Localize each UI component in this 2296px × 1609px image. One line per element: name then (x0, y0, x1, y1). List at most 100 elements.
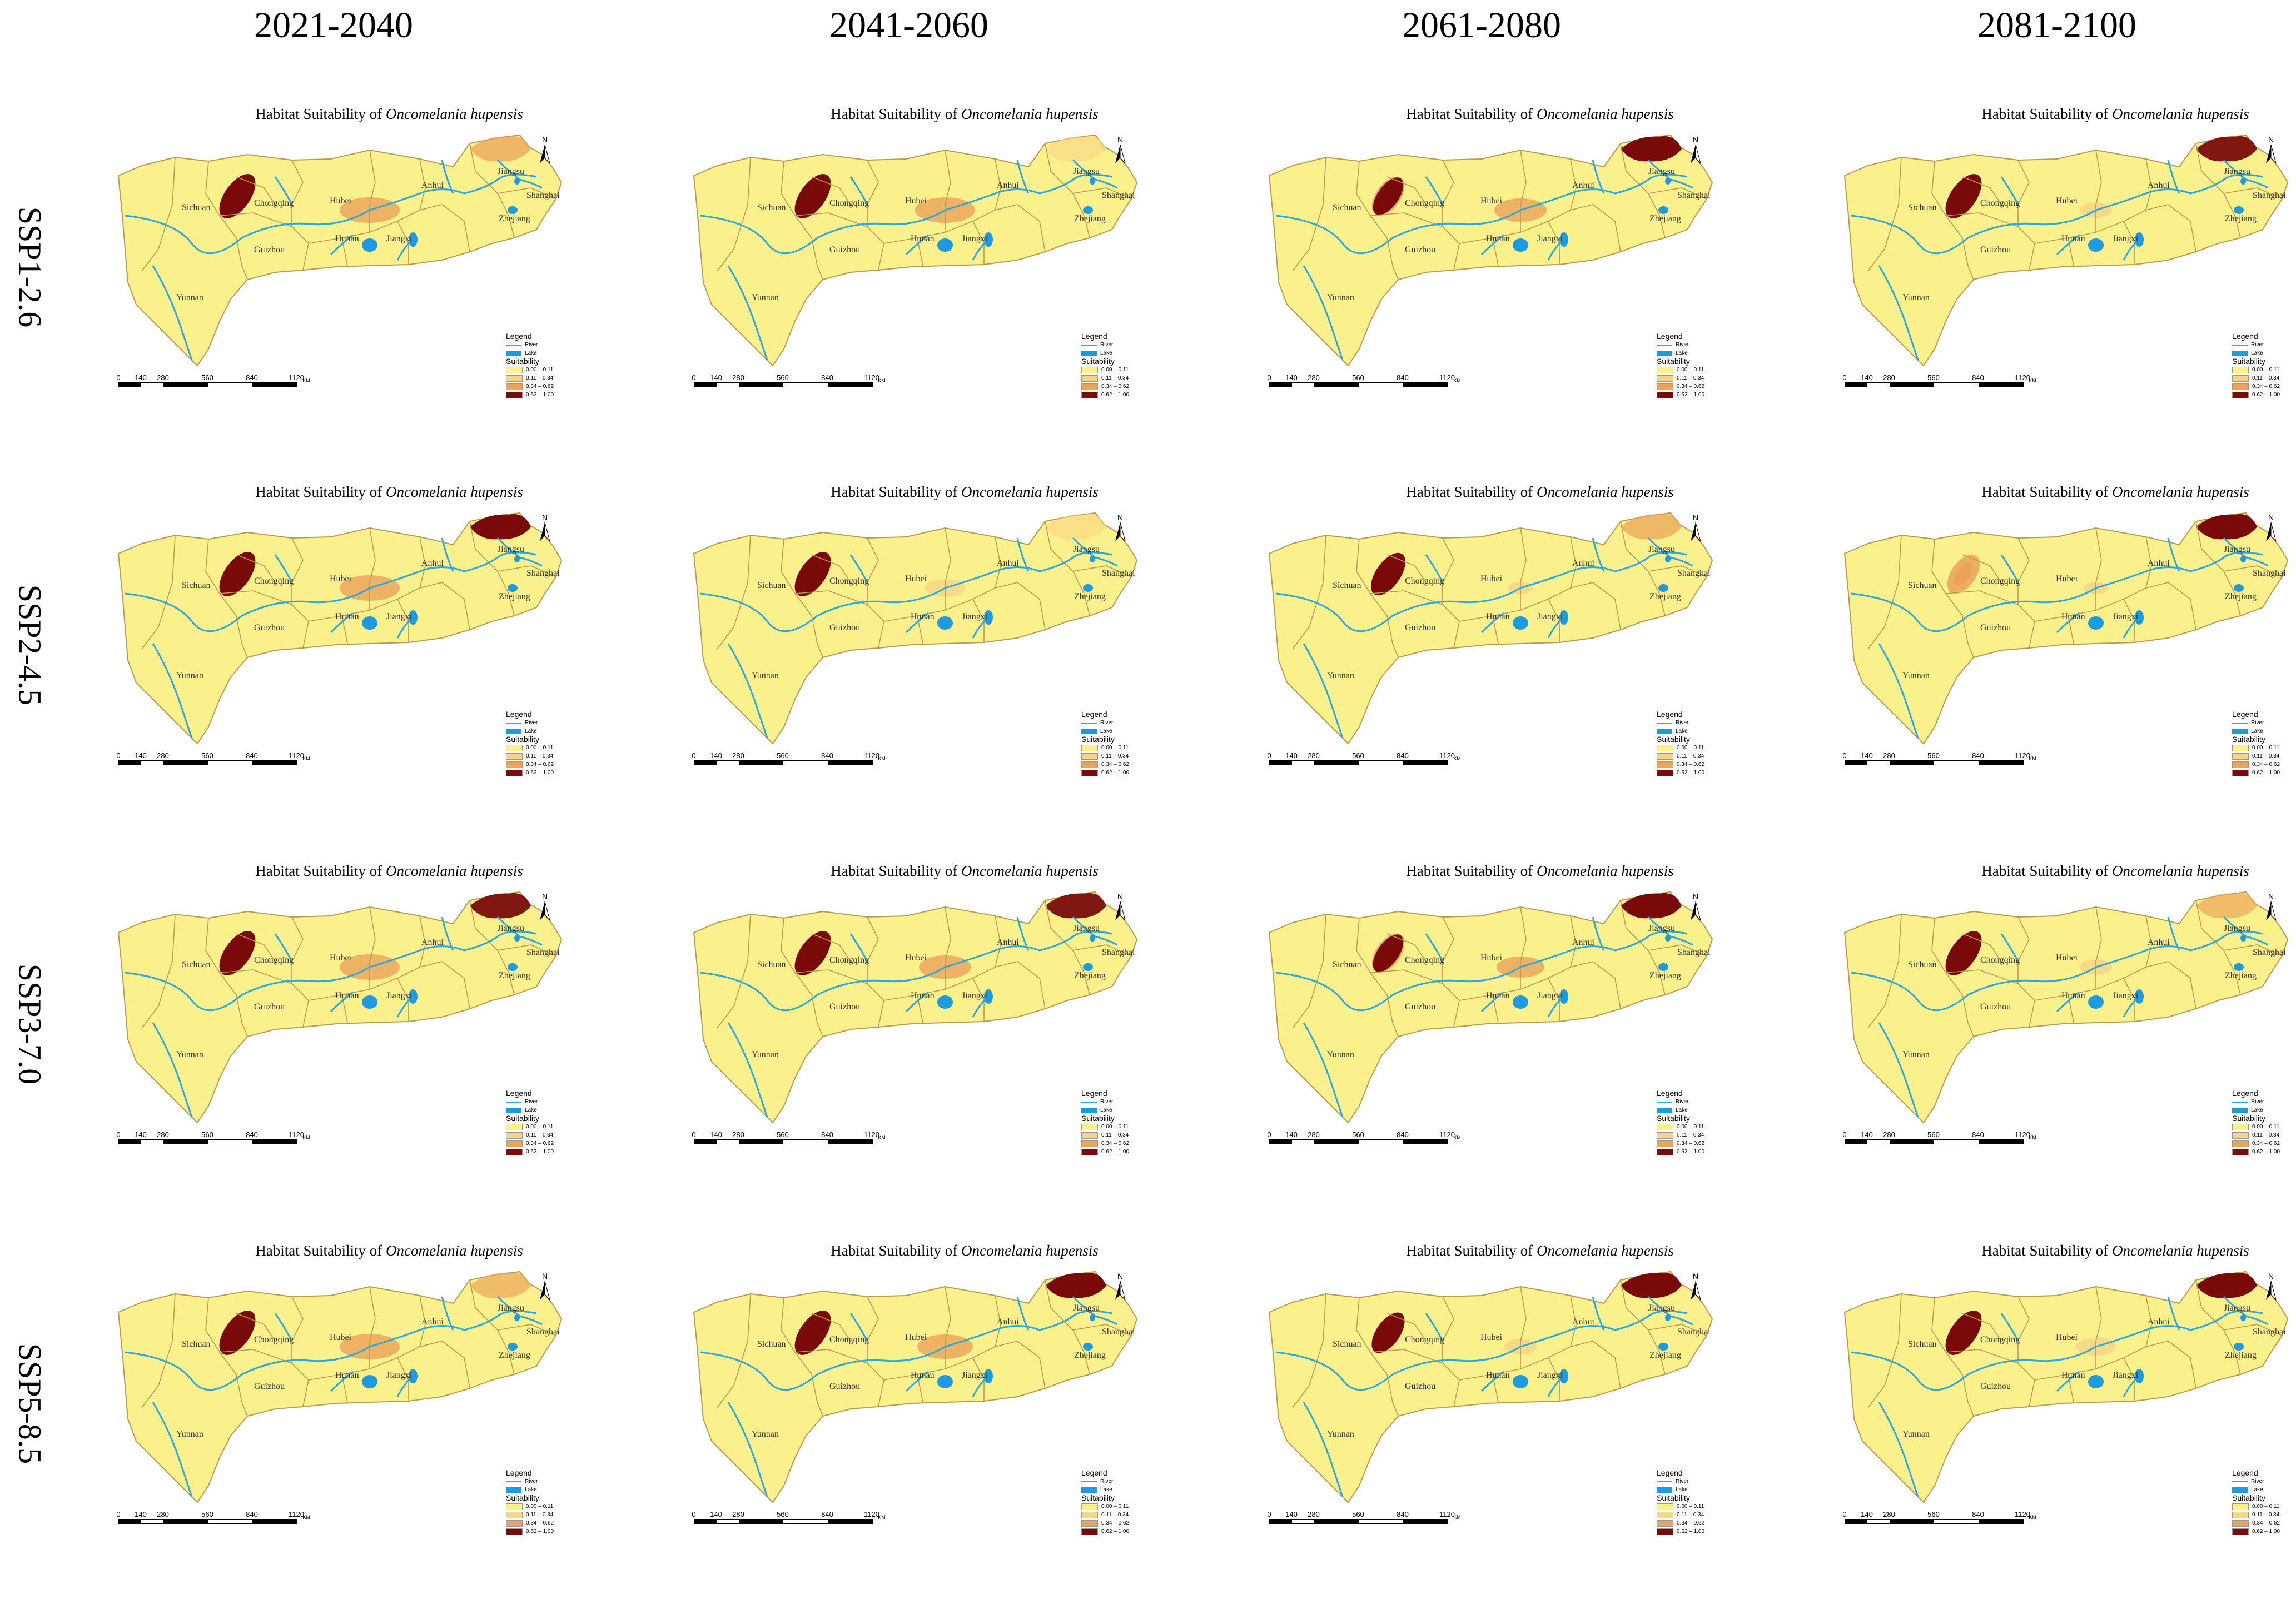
province-label: Jiangsu (2224, 167, 2250, 176)
legend-title: Legend (2232, 710, 2258, 719)
map-title: Habitat Suitability of Oncomelania hupen… (1835, 106, 2296, 123)
province-border (883, 1341, 1018, 1381)
province-border (995, 915, 1001, 968)
scale-ticks: 0 140 280 560 840 1120 KM (1267, 373, 1461, 383)
province-border (247, 650, 276, 658)
province-label: Yunnan (752, 1050, 779, 1059)
lake (362, 1375, 377, 1388)
province-border (1356, 539, 1399, 658)
scale-bar-segment (739, 383, 783, 387)
province-label: Chongqing (1980, 198, 2020, 208)
map-panel: Habitat Suitability of Oncomelania hupen… (108, 106, 670, 472)
scale-bar: 0 140 280 560 840 1120 KM (692, 373, 886, 387)
province-border (1973, 1408, 2002, 1417)
column-header: 2021-2040 (254, 5, 413, 46)
province-border (247, 272, 276, 280)
scale-tick-label: 280 (157, 751, 169, 760)
legend-class-swatch (2232, 1123, 2249, 1130)
province-border (1017, 961, 1046, 1009)
river-line (1016, 1296, 1030, 1331)
province-border (822, 1408, 851, 1417)
province-label: Hubei (1480, 953, 1503, 963)
map-panel: Habitat Suitability of Oncomelania hupen… (108, 863, 670, 1229)
lake (2088, 995, 2104, 1009)
scale-tick-label: 560 (777, 751, 789, 760)
legend-class-label: 0.34 – 0.62 (1101, 1520, 1130, 1526)
province-border (1459, 582, 1593, 622)
map-title: Habitat Suitability of Oncomelania hupen… (108, 863, 670, 880)
map-title-prefix: Habitat Suitability of (1406, 106, 1537, 122)
lake (1658, 1343, 1668, 1351)
scale-bar: 0 140 280 560 840 1120 KM (116, 373, 310, 387)
province-label: Hunan (911, 234, 935, 243)
legend-class-label: 0.62 – 1.00 (526, 1149, 554, 1155)
legend-class: 0.00 – 0.11 (1081, 1123, 1129, 1131)
scale-bar-segment (1890, 1520, 1934, 1523)
scale-unit: KM (878, 756, 886, 761)
scale-bar-track (694, 382, 873, 387)
province-border (1867, 535, 1902, 650)
province-label: Yunnan (176, 293, 203, 302)
legend-suitability-title: Suitability (506, 1493, 539, 1502)
river-line (496, 1296, 543, 1326)
row-label: SSP3-7.0 (8, 846, 52, 1202)
lake (2240, 178, 2246, 185)
map-title-prefix: Habitat Suitability of (255, 484, 386, 500)
province-border (2017, 1296, 2030, 1363)
lake (508, 584, 518, 592)
legend-class-swatch (506, 375, 523, 382)
legend-lake-swatch (1081, 350, 1097, 356)
province-border (205, 1297, 248, 1417)
legend-lake: Lake (1081, 727, 1129, 735)
suitability-patch-sichuan (219, 1311, 256, 1355)
province-label: Guizhou (1980, 623, 2011, 632)
province-label: Zhejiang (499, 1351, 530, 1360)
lake (2088, 616, 2104, 630)
map-title-species: Oncomelania hupensis (1537, 863, 1674, 879)
legend-class: 0.11 – 0.34 (2232, 752, 2280, 760)
legend-river-swatch (2232, 1481, 2248, 1482)
legend-class-label: 0.62 – 1.00 (1677, 1528, 1705, 1535)
province-border (1356, 1297, 1399, 1417)
legend-class-label: 0.00 – 0.11 (1677, 1503, 1704, 1510)
province-label: Anhui (421, 559, 444, 568)
scale-bar-segment (119, 383, 141, 387)
scale-bar-segment (141, 761, 163, 765)
scale-ticks: 0 140 280 560 840 1120 KM (116, 1130, 310, 1140)
map-area: Sichuan Chongqing Hubei Anhui Jiangsu Shangha… (693, 134, 1138, 367)
province-border (1459, 1341, 1593, 1381)
legend-class-label: 0.62 – 1.00 (1677, 392, 1705, 398)
map-title: Habitat Suitability of Oncomelania hupen… (1259, 106, 1821, 123)
province-label: Yunnan (752, 1429, 779, 1439)
legend-class: 0.11 – 0.34 (506, 374, 554, 382)
river-line (700, 1310, 1112, 1391)
lake (2240, 556, 2246, 562)
scale-tick-label: 280 (1883, 1130, 1895, 1139)
map-title: Habitat Suitability of Oncomelania hupen… (108, 1242, 670, 1259)
river-line (1592, 160, 1605, 194)
scale-tick-label: 0 (1267, 373, 1271, 382)
scale-bar-segment (1270, 761, 1292, 765)
scale-ticks: 0 140 280 560 840 1120 KM (692, 751, 886, 761)
scale-tick-label: 280 (732, 1510, 744, 1518)
map-legend: Legend River Lake Suitability 0.00 – 0.11 0.1… (506, 1089, 554, 1156)
north-arrow-icon: N (1115, 135, 1126, 164)
scale-ticks: 0 140 280 560 840 1120 KM (692, 1130, 886, 1140)
lake (1665, 178, 1671, 185)
suitability-patch-jiangsu (470, 514, 531, 540)
province-border (717, 914, 751, 1029)
legend-class-swatch (1081, 1123, 1098, 1130)
scale-tick-label: 1120 (1439, 1130, 1455, 1139)
map-legend: Legend River Lake Suitability 0.00 – 0.11 0.1… (506, 1469, 554, 1536)
legend-class-swatch (1081, 1511, 1098, 1518)
province-label: Anhui (1572, 1317, 1595, 1327)
scale-tick-label: 560 (201, 1130, 213, 1139)
province-label: Zhejiang (2225, 971, 2257, 980)
north-arrow-icon: N (540, 135, 550, 164)
map-title-prefix: Habitat Suitability of (255, 106, 386, 122)
legend-class-label: 0.00 – 0.11 (526, 1503, 554, 1510)
scale-bar-segment (1359, 1520, 1403, 1523)
lake (2234, 584, 2244, 592)
scale-unit: KM (878, 1515, 886, 1520)
legend-lake: Lake (1657, 1106, 1704, 1114)
